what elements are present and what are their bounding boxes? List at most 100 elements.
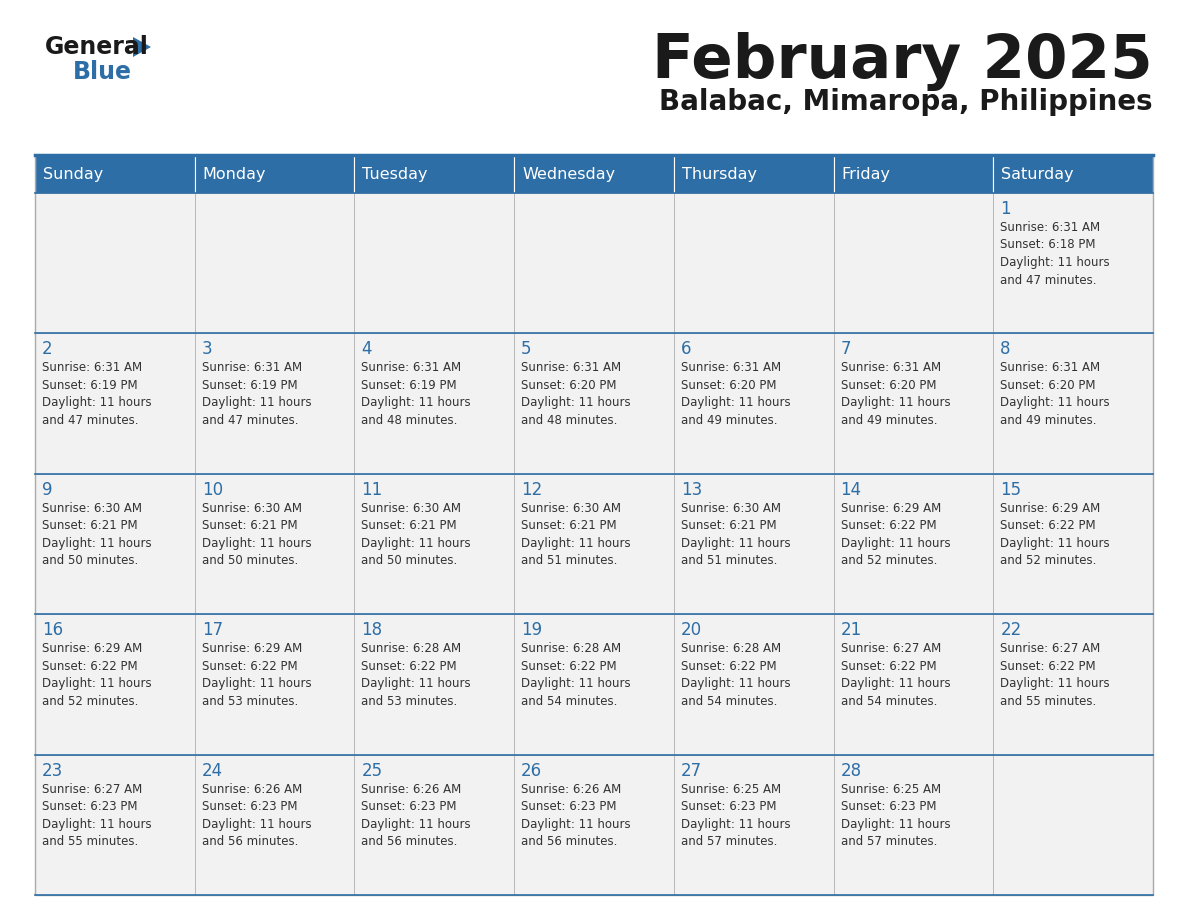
Text: and 47 minutes.: and 47 minutes. [202, 414, 298, 427]
Text: Thursday: Thursday [682, 166, 757, 182]
Text: Sunset: 6:22 PM: Sunset: 6:22 PM [681, 660, 777, 673]
Text: Daylight: 11 hours: Daylight: 11 hours [522, 818, 631, 831]
Bar [834, 333, 993, 474]
Text: Daylight: 11 hours: Daylight: 11 hours [202, 537, 311, 550]
Text: Sunrise: 6:28 AM: Sunrise: 6:28 AM [361, 643, 462, 655]
Text: Sunrise: 6:27 AM: Sunrise: 6:27 AM [1000, 643, 1100, 655]
Bar [195, 755, 354, 895]
Text: and 48 minutes.: and 48 minutes. [361, 414, 457, 427]
Text: 2: 2 [42, 341, 52, 358]
Text: Sunrise: 6:30 AM: Sunrise: 6:30 AM [42, 502, 143, 515]
Bar [34, 155, 195, 193]
Bar [674, 333, 834, 474]
Text: Sunset: 6:22 PM: Sunset: 6:22 PM [841, 520, 936, 532]
Text: Wednesday: Wednesday [523, 166, 615, 182]
Text: Daylight: 11 hours: Daylight: 11 hours [361, 537, 472, 550]
Text: 21: 21 [841, 621, 861, 639]
Text: Sunrise: 6:26 AM: Sunrise: 6:26 AM [361, 783, 462, 796]
Text: Sunday: Sunday [43, 166, 103, 182]
Bar [354, 193, 514, 333]
Bar [195, 155, 354, 193]
Text: 9: 9 [42, 481, 52, 498]
Text: Daylight: 11 hours: Daylight: 11 hours [1000, 537, 1110, 550]
Text: and 52 minutes.: and 52 minutes. [1000, 554, 1097, 567]
Text: 3: 3 [202, 341, 213, 358]
Text: Sunset: 6:22 PM: Sunset: 6:22 PM [361, 660, 457, 673]
Text: Daylight: 11 hours: Daylight: 11 hours [681, 397, 790, 409]
Text: and 50 minutes.: and 50 minutes. [361, 554, 457, 567]
Text: 16: 16 [42, 621, 63, 639]
Text: Daylight: 11 hours: Daylight: 11 hours [1000, 677, 1110, 690]
Bar [674, 755, 834, 895]
Text: Daylight: 11 hours: Daylight: 11 hours [42, 677, 152, 690]
Text: Sunrise: 6:25 AM: Sunrise: 6:25 AM [841, 783, 941, 796]
Polygon shape [133, 37, 151, 57]
Text: and 47 minutes.: and 47 minutes. [42, 414, 139, 427]
Text: Sunrise: 6:31 AM: Sunrise: 6:31 AM [681, 362, 781, 375]
Text: 27: 27 [681, 762, 702, 779]
Text: Sunrise: 6:27 AM: Sunrise: 6:27 AM [841, 643, 941, 655]
Text: Daylight: 11 hours: Daylight: 11 hours [681, 818, 790, 831]
Bar [34, 193, 195, 333]
Bar [514, 474, 674, 614]
Text: 17: 17 [202, 621, 223, 639]
Text: 11: 11 [361, 481, 383, 498]
Text: Daylight: 11 hours: Daylight: 11 hours [681, 677, 790, 690]
Text: Blue: Blue [72, 60, 132, 84]
Text: Sunrise: 6:27 AM: Sunrise: 6:27 AM [42, 783, 143, 796]
Bar [993, 193, 1154, 333]
Bar [993, 614, 1154, 755]
Text: and 55 minutes.: and 55 minutes. [1000, 695, 1097, 708]
Bar [993, 333, 1154, 474]
Bar [674, 155, 834, 193]
Text: Daylight: 11 hours: Daylight: 11 hours [841, 818, 950, 831]
Bar [354, 474, 514, 614]
Text: Daylight: 11 hours: Daylight: 11 hours [361, 677, 472, 690]
Text: and 52 minutes.: and 52 minutes. [841, 554, 937, 567]
Text: 14: 14 [841, 481, 861, 498]
Text: Sunset: 6:23 PM: Sunset: 6:23 PM [42, 800, 138, 813]
Text: Sunrise: 6:28 AM: Sunrise: 6:28 AM [522, 643, 621, 655]
Text: February 2025: February 2025 [652, 32, 1154, 91]
Text: Sunrise: 6:31 AM: Sunrise: 6:31 AM [202, 362, 302, 375]
Bar [354, 614, 514, 755]
Text: Sunset: 6:18 PM: Sunset: 6:18 PM [1000, 239, 1095, 252]
Text: 22: 22 [1000, 621, 1022, 639]
Text: and 49 minutes.: and 49 minutes. [841, 414, 937, 427]
Text: and 47 minutes.: and 47 minutes. [1000, 274, 1097, 286]
Text: 23: 23 [42, 762, 63, 779]
Text: Daylight: 11 hours: Daylight: 11 hours [522, 537, 631, 550]
Text: 26: 26 [522, 762, 542, 779]
Bar [834, 614, 993, 755]
Text: Sunset: 6:19 PM: Sunset: 6:19 PM [361, 379, 457, 392]
Text: 5: 5 [522, 341, 532, 358]
Text: 28: 28 [841, 762, 861, 779]
Text: 8: 8 [1000, 341, 1011, 358]
Text: Sunrise: 6:31 AM: Sunrise: 6:31 AM [522, 362, 621, 375]
Bar [34, 474, 195, 614]
Text: and 55 minutes.: and 55 minutes. [42, 835, 138, 848]
Text: General: General [45, 35, 148, 59]
Bar [514, 333, 674, 474]
Text: Sunrise: 6:29 AM: Sunrise: 6:29 AM [841, 502, 941, 515]
Text: and 56 minutes.: and 56 minutes. [361, 835, 457, 848]
Text: Saturday: Saturday [1001, 166, 1074, 182]
Text: and 48 minutes.: and 48 minutes. [522, 414, 618, 427]
Text: Daylight: 11 hours: Daylight: 11 hours [522, 677, 631, 690]
Text: Sunrise: 6:30 AM: Sunrise: 6:30 AM [361, 502, 461, 515]
Text: 25: 25 [361, 762, 383, 779]
Bar [34, 333, 195, 474]
Text: Sunrise: 6:31 AM: Sunrise: 6:31 AM [841, 362, 941, 375]
Text: Sunset: 6:20 PM: Sunset: 6:20 PM [681, 379, 776, 392]
Text: Daylight: 11 hours: Daylight: 11 hours [42, 397, 152, 409]
Text: Sunrise: 6:31 AM: Sunrise: 6:31 AM [361, 362, 462, 375]
Bar [195, 333, 354, 474]
Bar [195, 193, 354, 333]
Text: Sunrise: 6:31 AM: Sunrise: 6:31 AM [1000, 362, 1100, 375]
Bar [674, 474, 834, 614]
Text: and 54 minutes.: and 54 minutes. [841, 695, 937, 708]
Bar [993, 755, 1154, 895]
Bar [834, 155, 993, 193]
Text: Daylight: 11 hours: Daylight: 11 hours [522, 397, 631, 409]
Text: 15: 15 [1000, 481, 1022, 498]
